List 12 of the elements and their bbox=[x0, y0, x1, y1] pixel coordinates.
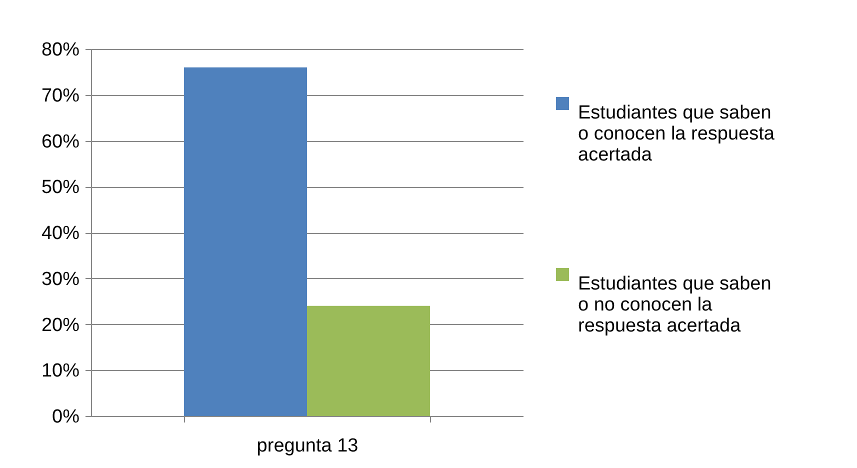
y-tick-label: 50% bbox=[41, 177, 80, 198]
legend-label: Estudiantes que saben o conocen la respuesta acertada bbox=[578, 102, 775, 166]
y-tick-label: 60% bbox=[41, 131, 80, 152]
y-tick-label: 20% bbox=[41, 314, 80, 336]
x-tick-label: pregunta 13 bbox=[256, 436, 358, 456]
y-tick-label: 40% bbox=[41, 223, 80, 244]
y-tick-label: 10% bbox=[41, 360, 80, 382]
y-tick-label: 70% bbox=[41, 85, 80, 106]
y-tick-label: 30% bbox=[41, 268, 80, 290]
legend-label: Estudiantes que saben o no conocen la respuesta acertada bbox=[578, 274, 772, 336]
y-tick-label: 80% bbox=[41, 40, 80, 60]
y-tick-label: 0% bbox=[52, 406, 80, 428]
